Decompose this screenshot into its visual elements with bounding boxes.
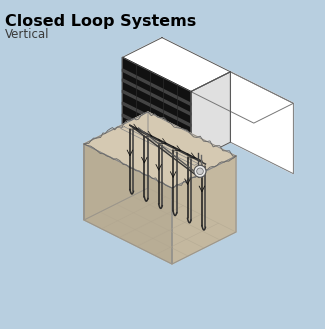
Polygon shape	[123, 90, 191, 126]
Polygon shape	[121, 127, 198, 165]
Polygon shape	[123, 114, 191, 150]
Polygon shape	[84, 144, 172, 264]
Polygon shape	[84, 112, 148, 220]
Polygon shape	[123, 69, 191, 105]
Polygon shape	[191, 72, 230, 162]
Polygon shape	[121, 128, 194, 169]
Polygon shape	[123, 57, 191, 162]
Circle shape	[197, 168, 203, 175]
Polygon shape	[191, 72, 293, 123]
Circle shape	[194, 165, 206, 177]
Polygon shape	[172, 156, 236, 264]
Text: Closed Loop Systems: Closed Loop Systems	[5, 14, 196, 29]
Polygon shape	[84, 112, 236, 188]
Polygon shape	[230, 72, 293, 174]
Polygon shape	[123, 79, 191, 115]
Polygon shape	[123, 102, 191, 139]
Polygon shape	[123, 38, 230, 91]
Text: Vertical: Vertical	[5, 28, 49, 41]
